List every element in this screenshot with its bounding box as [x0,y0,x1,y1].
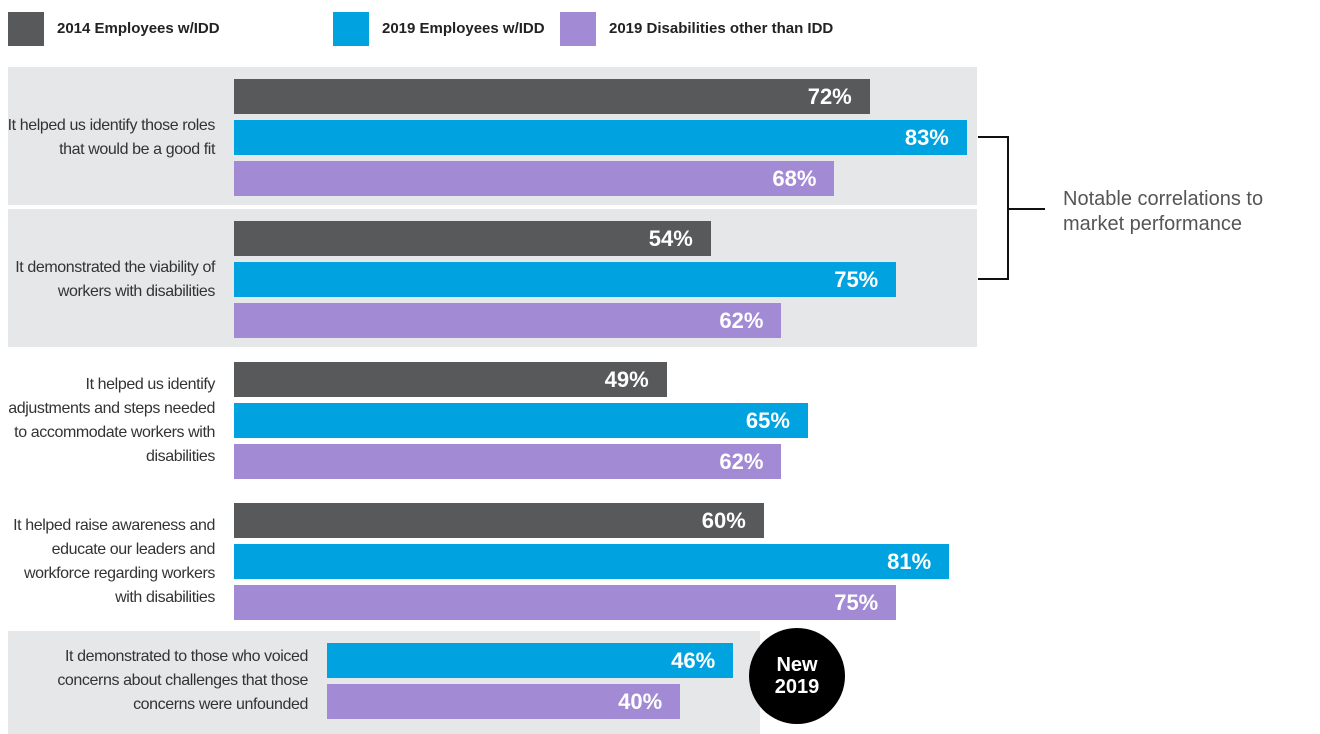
value-label: 62% [719,449,764,474]
bar [234,444,782,479]
bar [234,544,950,579]
value-label: 81% [887,549,932,574]
value-label: 75% [834,267,879,292]
value-label: 83% [904,125,949,150]
bar [327,643,734,678]
bar [234,161,835,196]
category-label: It demonstrated to those who voiced conc… [57,648,308,713]
legend-swatch [560,12,596,46]
category-label: It helped us identify adjustments and st… [8,375,215,465]
bar [234,303,782,338]
value-label: 46% [671,648,716,673]
category-label: It helped raise awareness and educate ou… [13,516,215,606]
value-label: 68% [772,166,817,191]
bar [234,585,897,620]
bar [234,79,870,114]
bracket-line [978,136,1045,280]
value-label: 65% [745,408,790,433]
legend-label: 2019 Employees w/IDD [382,20,545,37]
value-label: 75% [834,590,879,615]
category-label: It helped us identify those roles that w… [7,116,216,158]
annotation: Notable correlations to market performan… [1063,188,1264,235]
bar [234,120,967,155]
value-label: 54% [648,226,693,251]
bar [234,262,897,297]
bar [327,684,681,719]
value-label: 49% [604,367,649,392]
badge-text: New 2019 [774,654,820,698]
bar [234,362,667,397]
badge: New 2019 [749,628,845,724]
value-label: 40% [618,689,663,714]
value-label: 62% [719,308,764,333]
bar [234,221,711,256]
legend-label: 2014 Employees w/IDD [57,20,220,37]
legend-swatch [333,12,369,46]
category-label: It demonstrated the viability of workers… [15,258,215,300]
value-label: 60% [701,508,746,533]
value-label: 72% [807,84,852,109]
bar [234,403,808,438]
legend-swatch [8,12,44,46]
legend-label: 2019 Disabilities other than IDD [609,20,834,37]
bar [234,503,764,538]
